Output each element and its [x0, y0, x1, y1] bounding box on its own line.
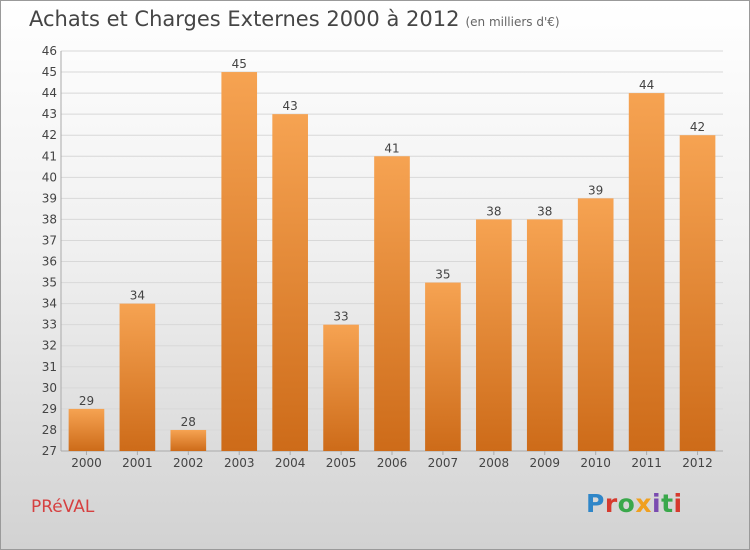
bar-2004	[272, 114, 308, 451]
bar-2009	[526, 219, 563, 451]
y-axis-ticks: 27 28 29 30 31 32 33 34 35 36 37 38 39 40 41 42 43 44 45 46	[42, 44, 57, 458]
logo-letter: r	[604, 489, 618, 518]
y-tick-label: 32	[42, 339, 57, 353]
value-label-2005: 33	[333, 310, 348, 324]
bar-2010	[577, 198, 614, 451]
value-label-2012: 42	[690, 120, 705, 134]
y-tick-label: 43	[42, 107, 57, 121]
y-tick-label: 33	[42, 318, 57, 332]
logo-letter: i	[652, 489, 662, 518]
logo-letter: i	[673, 489, 683, 518]
bar-2002	[170, 429, 207, 451]
bar-2006	[374, 156, 410, 451]
x-tick-label-2011: 2011	[631, 456, 662, 470]
y-tick-label: 38	[42, 212, 57, 226]
value-label-2004: 43	[283, 99, 298, 113]
value-label-2010: 39	[588, 183, 603, 197]
value-label-2001: 34	[130, 289, 145, 303]
chart-title: Achats et Charges Externes 2000 à 2012 (e…	[29, 7, 560, 31]
y-tick-label: 42	[42, 128, 57, 142]
y-tick-label: 44	[42, 86, 57, 100]
value-label-2006: 41	[384, 141, 399, 155]
x-tick-label-2002: 2002	[173, 456, 204, 470]
x-tick-label-2003: 2003	[224, 456, 255, 470]
unit-note: (en milliers d'€)	[465, 15, 560, 29]
y-tick-label: 46	[42, 44, 57, 58]
x-tick-label-2010: 2010	[580, 456, 611, 470]
logo-letter: o	[617, 489, 636, 518]
value-label-2000: 29	[79, 394, 94, 408]
y-tick-label: 40	[42, 170, 57, 184]
bar-2007	[425, 282, 461, 451]
x-tick-label-2004: 2004	[275, 456, 306, 470]
x-axis-ticks: 2000 2001 2002 2003 2004 2005 2006 2007 2008 2009…	[71, 451, 713, 470]
y-tick-label: 30	[42, 381, 57, 395]
y-tick-label: 34	[42, 297, 57, 311]
commune-name: PRéVAL	[31, 497, 95, 517]
bar-2000	[68, 408, 105, 451]
y-tick-label: 28	[42, 423, 57, 437]
x-tick-label-2007: 2007	[428, 456, 459, 470]
value-label-2002: 28	[181, 415, 196, 429]
y-tick-label: 35	[42, 276, 57, 290]
y-tick-label: 41	[42, 149, 57, 163]
bar-2008	[476, 219, 512, 451]
y-tick-label: 31	[42, 360, 57, 374]
logo-letter: x	[635, 489, 652, 518]
x-tick-label-2006: 2006	[377, 456, 408, 470]
title-text: Achats et Charges Externes 2000 à 2012	[29, 7, 460, 31]
y-tick-label: 29	[42, 402, 57, 416]
y-tick-label: 36	[42, 255, 57, 269]
y-tick-label: 45	[42, 65, 57, 79]
value-label-2009: 38	[537, 204, 552, 218]
value-label-2003: 45	[232, 57, 247, 71]
bar-2011	[628, 93, 665, 452]
bar-2001	[119, 303, 156, 451]
x-tick-label-2012: 2012	[682, 456, 713, 470]
x-tick-label-2005: 2005	[326, 456, 357, 470]
bar-2005	[323, 324, 359, 451]
logo-letter: t	[661, 489, 674, 518]
y-tick-label: 37	[42, 233, 57, 247]
y-tick-label: 27	[42, 444, 57, 458]
bar-2012	[679, 135, 716, 452]
value-label-2008: 38	[486, 204, 501, 218]
y-tick-label: 39	[42, 191, 57, 205]
bar-2003	[221, 72, 258, 451]
x-tick-label-2009: 2009	[529, 456, 560, 470]
x-tick-label-2001: 2001	[122, 456, 153, 470]
x-tick-label-2008: 2008	[479, 456, 510, 470]
bars: 29 34 28 45 43 33 41 35 38 38 39 44 42	[68, 57, 716, 452]
x-tick-label-2000: 2000	[71, 456, 102, 470]
logo-letter: P	[586, 489, 605, 518]
proxiti-logo[interactable]: Proxiti	[586, 489, 683, 518]
value-label-2011: 44	[639, 78, 654, 92]
value-label-2007: 35	[435, 268, 450, 282]
